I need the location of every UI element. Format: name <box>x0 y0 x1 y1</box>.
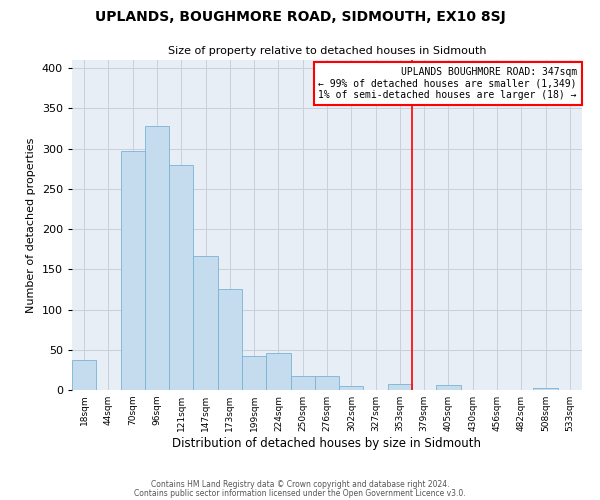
Text: UPLANDS, BOUGHMORE ROAD, SIDMOUTH, EX10 8SJ: UPLANDS, BOUGHMORE ROAD, SIDMOUTH, EX10 … <box>95 10 505 24</box>
Y-axis label: Number of detached properties: Number of detached properties <box>26 138 36 312</box>
Title: Size of property relative to detached houses in Sidmouth: Size of property relative to detached ho… <box>168 46 486 56</box>
Text: Contains HM Land Registry data © Crown copyright and database right 2024.: Contains HM Land Registry data © Crown c… <box>151 480 449 489</box>
Bar <box>121 151 145 390</box>
Bar <box>533 388 558 390</box>
Bar <box>242 356 266 390</box>
Bar <box>193 256 218 390</box>
X-axis label: Distribution of detached houses by size in Sidmouth: Distribution of detached houses by size … <box>173 437 482 450</box>
Bar <box>72 360 96 390</box>
Bar <box>315 376 339 390</box>
Bar <box>145 126 169 390</box>
Bar <box>436 385 461 390</box>
Bar <box>266 353 290 390</box>
Bar <box>388 384 412 390</box>
Bar <box>218 290 242 390</box>
Text: Contains public sector information licensed under the Open Government Licence v3: Contains public sector information licen… <box>134 488 466 498</box>
Bar <box>339 386 364 390</box>
Text: UPLANDS BOUGHMORE ROAD: 347sqm
← 99% of detached houses are smaller (1,349)
1% o: UPLANDS BOUGHMORE ROAD: 347sqm ← 99% of … <box>319 66 577 100</box>
Bar <box>290 376 315 390</box>
Bar <box>169 164 193 390</box>
